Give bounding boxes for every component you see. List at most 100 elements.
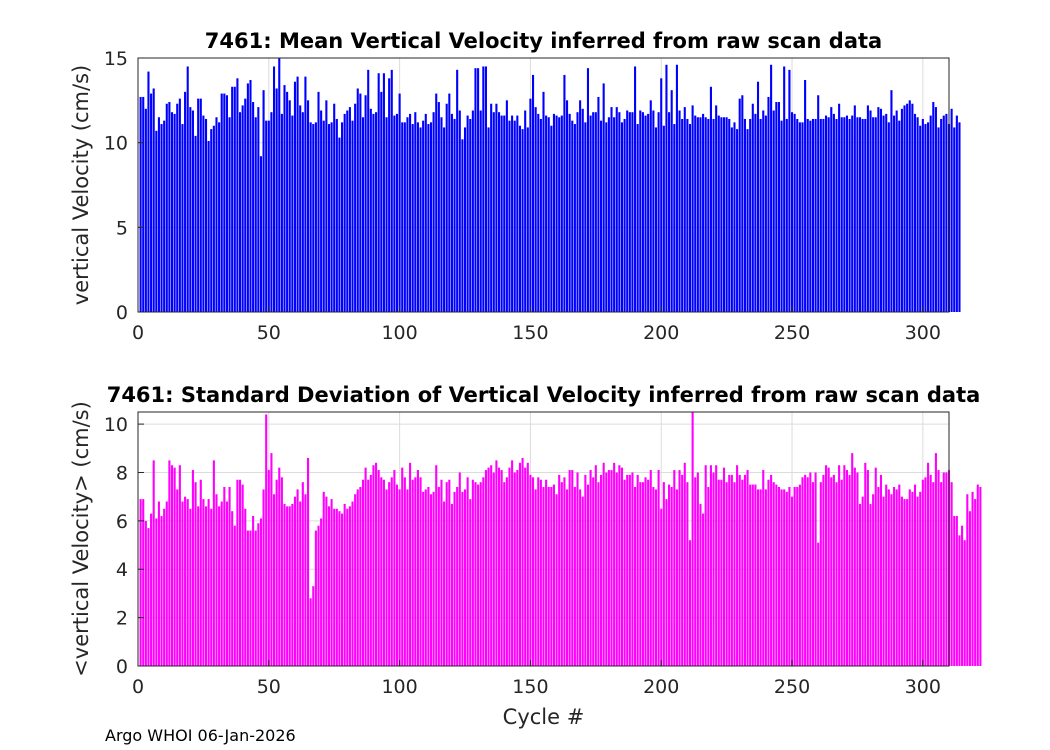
bar: [906, 499, 909, 666]
bar: [665, 499, 668, 666]
bar: [694, 477, 697, 666]
bar: [259, 156, 263, 312]
bar: [163, 120, 166, 312]
bar: [238, 479, 242, 666]
bar: [484, 66, 487, 312]
bar: [848, 118, 851, 313]
bar: [296, 76, 299, 312]
bar: [155, 130, 158, 312]
bar: [228, 117, 231, 313]
bar: [356, 88, 359, 312]
bar: [513, 120, 516, 312]
bar: [565, 489, 569, 666]
bar: [283, 503, 286, 666]
bar: [853, 105, 856, 312]
bar: [945, 113, 948, 312]
bar: [696, 117, 699, 313]
bar: [168, 460, 171, 666]
bar: [634, 486, 637, 666]
bar: [503, 482, 506, 666]
bar: [832, 113, 835, 312]
bar: [704, 117, 707, 313]
bar: [817, 542, 820, 666]
bar: [249, 80, 252, 312]
bar: [487, 467, 490, 666]
bar: [824, 115, 828, 312]
bar: [618, 465, 621, 666]
bar: [665, 64, 668, 312]
bar: [414, 477, 417, 666]
bar: [712, 118, 715, 313]
bar: [505, 100, 508, 312]
bar: [968, 511, 971, 666]
bar: [516, 115, 519, 312]
bar: [197, 98, 200, 312]
bar: [950, 108, 953, 312]
bar: [317, 91, 320, 312]
bar: [712, 472, 715, 666]
bar: [220, 501, 223, 666]
bar: [636, 124, 639, 312]
bar: [252, 102, 255, 312]
bar: [301, 112, 304, 312]
bar: [238, 112, 242, 312]
bar: [272, 494, 276, 666]
bar: [453, 118, 456, 313]
bar: [181, 124, 184, 312]
bar: [908, 100, 911, 312]
bar: [639, 482, 642, 666]
bar: [762, 110, 765, 312]
bar: [511, 115, 514, 312]
bar: [278, 467, 281, 666]
bar: [322, 120, 325, 312]
bar: [764, 115, 767, 312]
bar: [913, 113, 917, 312]
bar: [422, 491, 425, 666]
bar: [443, 501, 446, 666]
bar: [725, 117, 728, 313]
bar: [746, 129, 749, 312]
x-tick-label: 300: [905, 322, 941, 344]
bar: [924, 477, 927, 666]
bar: [746, 470, 749, 666]
bar: [398, 93, 401, 312]
bar: [424, 489, 427, 666]
bar: [728, 474, 731, 666]
bar: [895, 489, 898, 666]
bar: [484, 470, 487, 666]
bar: [639, 110, 642, 312]
bar: [974, 499, 977, 666]
bar: [252, 516, 255, 666]
bar: [906, 103, 909, 312]
bar: [840, 479, 843, 666]
bar: [775, 484, 778, 666]
bar: [275, 479, 278, 666]
bar: [675, 64, 678, 312]
bar: [916, 496, 919, 666]
bar: [432, 491, 435, 666]
bar: [563, 477, 566, 666]
bar: [864, 118, 867, 313]
bar: [236, 479, 239, 666]
bar: [275, 88, 278, 312]
bar: [377, 470, 380, 666]
bar: [354, 103, 357, 312]
bar: [822, 118, 825, 313]
bar: [581, 496, 584, 666]
bar: [571, 120, 574, 312]
bar: [979, 486, 982, 666]
bar: [278, 58, 281, 312]
y-tick-label: 8: [116, 462, 128, 484]
bar: [395, 113, 399, 312]
bar: [178, 98, 181, 312]
bar: [722, 117, 726, 313]
bar: [463, 489, 467, 666]
bar: [422, 120, 425, 312]
bar: [644, 115, 647, 312]
bar: [927, 122, 930, 312]
bar: [257, 107, 260, 313]
bar: [749, 484, 752, 666]
bar: [184, 496, 187, 666]
bar: [369, 474, 372, 666]
bar: [537, 113, 540, 312]
